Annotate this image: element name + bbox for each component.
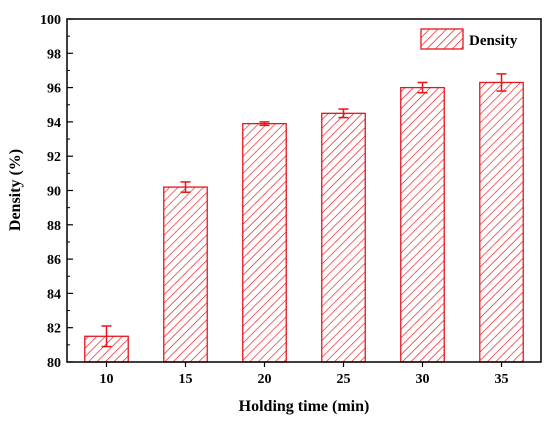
x-tick-label-30: 30 — [416, 372, 430, 387]
x-axis-title: Holding time (min) — [239, 398, 370, 415]
error-bar-25 — [338, 108, 349, 119]
y-tick-label-86: 86 — [47, 253, 61, 268]
y-tick-label-84: 84 — [47, 287, 61, 302]
error-bar-20 — [259, 121, 270, 127]
y-tick-label-92: 92 — [47, 150, 61, 165]
x-tick-label-35: 35 — [495, 372, 509, 387]
bar-20 — [242, 122, 287, 363]
y-tick-label-80: 80 — [47, 356, 61, 371]
y-tick-label-98: 98 — [47, 47, 61, 62]
plot-frame — [66, 18, 542, 363]
x-tick-label-20: 20 — [258, 372, 272, 387]
bar-35 — [479, 81, 524, 363]
legend: Density — [420, 28, 518, 50]
y-tick-label-100: 100 — [40, 13, 61, 28]
legend-swatch — [420, 28, 464, 50]
y-tick-label-94: 94 — [47, 116, 61, 131]
y-tick-label-88: 88 — [47, 219, 61, 234]
y-axis-title: Density (%) — [7, 149, 24, 231]
x-axis-ticks: 10 15 20 25 30 35 — [100, 362, 509, 387]
x-tick-label-10: 10 — [100, 372, 114, 387]
bar-30 — [400, 86, 445, 363]
y-axis-ticks: 80 82 84 86 88 90 92 94 96 98 100 — [40, 13, 73, 371]
legend-label: Density — [469, 33, 518, 49]
y-tick-label-82: 82 — [47, 322, 61, 337]
x-tick-label-15: 15 — [179, 372, 193, 387]
error-bar-30 — [417, 81, 428, 94]
bars-layer — [84, 81, 524, 363]
y-tick-label-96: 96 — [47, 82, 61, 97]
error-bar-15 — [180, 181, 191, 193]
error-bar-35 — [496, 73, 507, 92]
bar-25 — [321, 112, 366, 363]
error-bar-10 — [101, 325, 112, 348]
x-tick-label-25: 25 — [337, 372, 351, 387]
bar-15 — [163, 186, 208, 363]
error-bars-layer — [101, 73, 507, 348]
y-tick-label-90: 90 — [47, 185, 61, 200]
